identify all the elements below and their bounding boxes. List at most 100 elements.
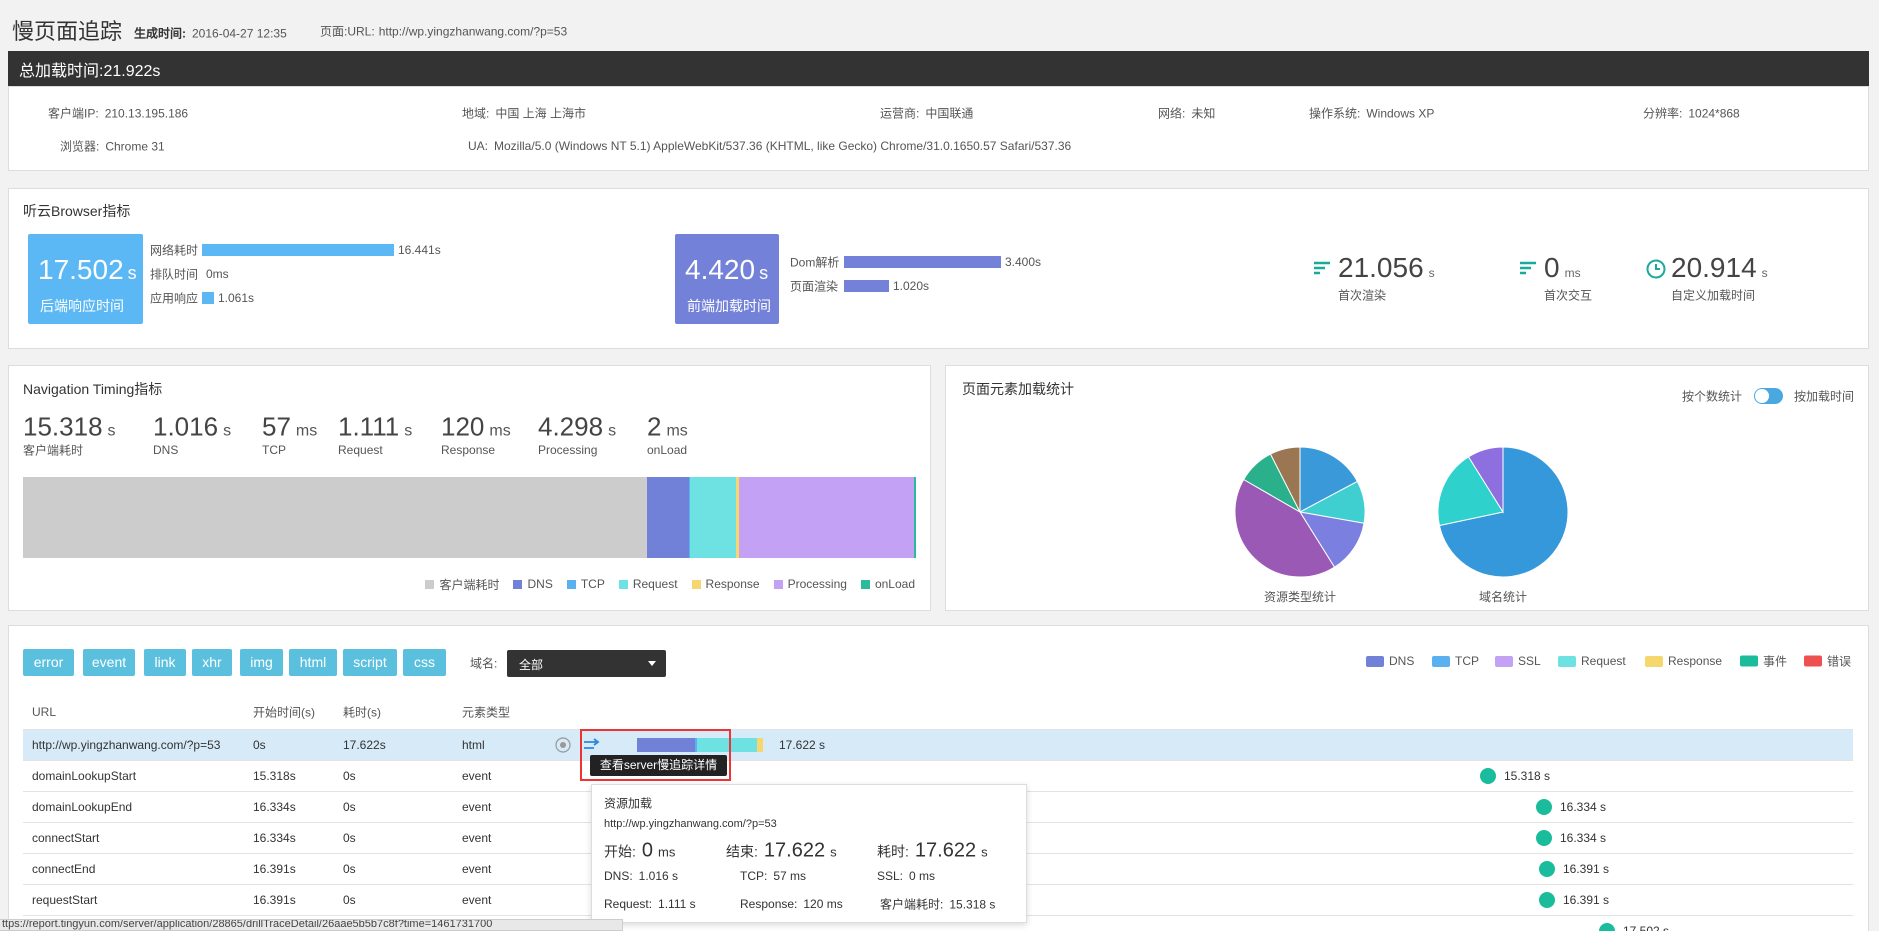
- filter-button[interactable]: error: [23, 649, 74, 676]
- legend-swatch: [1645, 655, 1663, 667]
- event-dot: [1539, 891, 1555, 908]
- legend-swatch: [1432, 655, 1450, 667]
- cell: 16.334s: [253, 799, 296, 814]
- filter-button[interactable]: img: [240, 649, 283, 676]
- timing-label: 客户端耗时: [23, 442, 83, 459]
- table-cell: 16.334s: [253, 800, 296, 814]
- label: UA:: [468, 139, 489, 153]
- table-cell: 0s: [343, 893, 356, 907]
- metric-value: 21.056 s: [1338, 252, 1435, 284]
- label: TCP:: [740, 869, 768, 883]
- legend-label: Processing: [787, 577, 847, 591]
- icon-arrow: [584, 737, 600, 749]
- number: 2: [647, 411, 662, 442]
- legend-swatch: [691, 579, 701, 589]
- label: 自定义加载时间: [1671, 288, 1756, 303]
- unit: s: [759, 263, 769, 283]
- table-cell: 16.391s: [253, 893, 296, 907]
- title: 页面元素加载统计: [962, 381, 1074, 397]
- legend-label: 事件: [1763, 654, 1788, 669]
- bar: [202, 244, 394, 256]
- label: 运营商:: [880, 106, 920, 121]
- table-cell: 0s: [343, 800, 356, 814]
- table-cell: 0s: [343, 831, 356, 845]
- toggle-knob: [1755, 389, 1769, 403]
- legend-swatch: [1804, 655, 1822, 667]
- panel-title: 听云Browser指标: [23, 201, 130, 221]
- cell: 15.318s: [253, 768, 296, 783]
- filter-button[interactable]: event: [83, 649, 135, 676]
- bar-value: 1.020s: [893, 279, 930, 293]
- filter-button[interactable]: script: [343, 649, 397, 676]
- domain-select[interactable]: 全部: [507, 650, 666, 677]
- generated-time: 生成时间: 2016-04-27 12:35: [134, 25, 287, 42]
- filter-button[interactable]: html: [289, 649, 337, 676]
- toggle-label: 按加载时间: [1794, 388, 1854, 405]
- pie-slice: [1438, 446, 1569, 578]
- table-header: 元素类型: [462, 704, 510, 721]
- legend-swatch: [566, 579, 576, 589]
- legend-swatch: [513, 579, 523, 589]
- value: 0: [641, 839, 654, 862]
- browser-panel: [8, 188, 1869, 349]
- label: 页面:URL:: [320, 24, 375, 39]
- waterfall-bar: [697, 737, 757, 752]
- table-cell: 16.334s: [253, 831, 296, 845]
- table-cell: connectStart: [32, 831, 99, 845]
- unit: s: [1428, 266, 1435, 280]
- cell: 16.334s: [253, 830, 296, 845]
- toggle[interactable]: [1754, 388, 1783, 404]
- number: 0: [1544, 252, 1560, 283]
- table-cell: event: [462, 893, 491, 907]
- frontend-value: 4.420 s: [685, 254, 768, 286]
- number: 17.502: [38, 254, 124, 285]
- bar-value: 3.400s: [1005, 255, 1042, 269]
- filter-button[interactable]: xhr: [192, 649, 232, 676]
- label: 首次交互: [1544, 288, 1593, 303]
- legend-swatch: [1740, 655, 1758, 667]
- metric-label: 自定义加载时间: [1671, 287, 1755, 304]
- cell: event: [462, 768, 492, 783]
- filter-button[interactable]: link: [144, 649, 186, 676]
- unit: ms: [1564, 266, 1581, 280]
- info-item: 操作系统: Windows XP: [1309, 105, 1434, 122]
- bar-row: 1.020s: [844, 279, 929, 293]
- filter-button[interactable]: css: [403, 649, 446, 676]
- value: 120 ms: [803, 897, 843, 911]
- label: SSL:: [877, 869, 904, 883]
- backend-value: 17.502 s: [38, 254, 137, 286]
- backend-box: [28, 234, 143, 324]
- popup-stat: 结束: 17.622 s: [726, 840, 837, 863]
- label: 17.502 s: [1623, 923, 1670, 931]
- bar-label: 16.391 s: [1563, 862, 1609, 876]
- bar-row: 16.441s: [202, 243, 441, 257]
- cell: 0s: [343, 892, 356, 907]
- bar-row: 0ms: [202, 267, 229, 281]
- event-dot: [1480, 767, 1496, 784]
- label: 16.391 s: [1563, 861, 1610, 876]
- legend-swatch: [618, 579, 628, 589]
- unit: s: [127, 263, 137, 283]
- unit: ms: [295, 422, 318, 440]
- pie-label: 资源类型统计: [1263, 590, 1336, 604]
- bar-label: 16.334 s: [1560, 800, 1606, 814]
- panel-title: 页面元素加载统计: [962, 379, 1074, 399]
- table-row: [23, 729, 1853, 760]
- unit: s: [107, 422, 116, 440]
- elements-panel: [945, 365, 1869, 611]
- cell: connectStart: [32, 830, 100, 845]
- value: 中国 上海 上海市: [495, 106, 587, 121]
- icon-globe: [555, 736, 571, 753]
- unit: s: [830, 844, 837, 860]
- value: 17.622: [914, 839, 977, 862]
- number: 4.298: [538, 411, 604, 442]
- panel-title: Navigation Timing指标: [23, 379, 162, 399]
- legend-label: DNS: [1389, 654, 1415, 668]
- value: 15.318 s: [949, 897, 996, 912]
- table-cell: domainLookupEnd: [32, 800, 132, 814]
- select-value: 全部: [519, 658, 544, 672]
- waterfall-bar: [757, 737, 763, 752]
- label: 网络耗时: [150, 243, 199, 258]
- label: DNS:: [604, 869, 633, 883]
